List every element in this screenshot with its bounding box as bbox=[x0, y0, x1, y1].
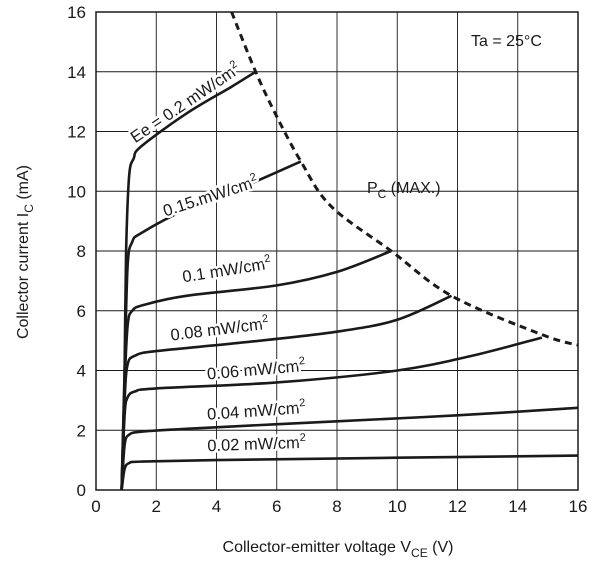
svg-text:0.04 mW/cm2: 0.04 mW/cm2 bbox=[206, 397, 306, 424]
pc-max-label: PC (MAX.) bbox=[367, 180, 441, 201]
series-curve bbox=[120, 406, 579, 491]
x-tick-labels: 0 2 4 6 8 10 12 14 16 bbox=[91, 497, 587, 516]
series-curve bbox=[120, 454, 579, 491]
plot-frame bbox=[95, 11, 579, 491]
pc-max-dashed-line bbox=[230, 11, 579, 347]
y-tick-label: 8 bbox=[77, 242, 86, 261]
y-tick-label: 2 bbox=[77, 421, 86, 440]
y-axis-title: Collector current IC (mA) bbox=[15, 165, 36, 339]
svg-text:0.02 mW/cm2: 0.02 mW/cm2 bbox=[207, 432, 306, 455]
series-curve bbox=[120, 294, 453, 491]
svg-text:0.1 mW/cm2: 0.1 mW/cm2 bbox=[181, 253, 273, 287]
x-tick-label: 10 bbox=[388, 497, 407, 516]
pc-max-limit-curve bbox=[230, 11, 579, 347]
x-tick-label: 8 bbox=[332, 497, 341, 516]
curve-label: 0.1 mW/cm2 bbox=[179, 250, 274, 289]
y-tick-labels: 0 2 4 6 8 10 12 14 16 bbox=[67, 3, 86, 500]
svg-text:0.15 mW/cm2: 0.15 mW/cm2 bbox=[160, 171, 260, 221]
x-tick-label: 16 bbox=[569, 497, 588, 516]
curve-label: 0.15 mW/cm2 bbox=[158, 168, 260, 223]
x-tick-label: 2 bbox=[152, 497, 161, 516]
x-axis-title: Collector-emitter voltage VCE (V) bbox=[223, 539, 454, 560]
x-tick-label: 6 bbox=[272, 497, 281, 516]
y-tick-label: 16 bbox=[67, 3, 86, 22]
grid bbox=[96, 12, 578, 490]
curve-label: 0.08 mW/cm2 bbox=[167, 310, 271, 347]
svg-text:0.06 mW/cm2: 0.06 mW/cm2 bbox=[206, 355, 306, 384]
series-curve bbox=[120, 336, 543, 491]
y-tick-label: 4 bbox=[77, 362, 86, 381]
characteristic-curves bbox=[120, 70, 579, 491]
y-tick-label: 12 bbox=[67, 123, 86, 142]
svg-text:0.08 mW/cm2: 0.08 mW/cm2 bbox=[169, 313, 269, 345]
curve-label: 0.02 mW/cm2 bbox=[205, 429, 309, 457]
curve-label: 0.04 mW/cm2 bbox=[204, 394, 308, 426]
y-tick-label: 14 bbox=[67, 63, 86, 82]
x-tick-label: 0 bbox=[91, 497, 100, 516]
x-tick-label: 14 bbox=[508, 497, 527, 516]
x-tick-label: 12 bbox=[448, 497, 467, 516]
y-tick-label: 6 bbox=[77, 302, 86, 321]
curve-label: 0.06 mW/cm2 bbox=[204, 352, 308, 386]
x-tick-label: 4 bbox=[212, 497, 221, 516]
condition-annotation: Ta = 25°C bbox=[471, 33, 542, 50]
y-tick-label: 10 bbox=[67, 182, 86, 201]
y-tick-label: 0 bbox=[77, 481, 86, 500]
